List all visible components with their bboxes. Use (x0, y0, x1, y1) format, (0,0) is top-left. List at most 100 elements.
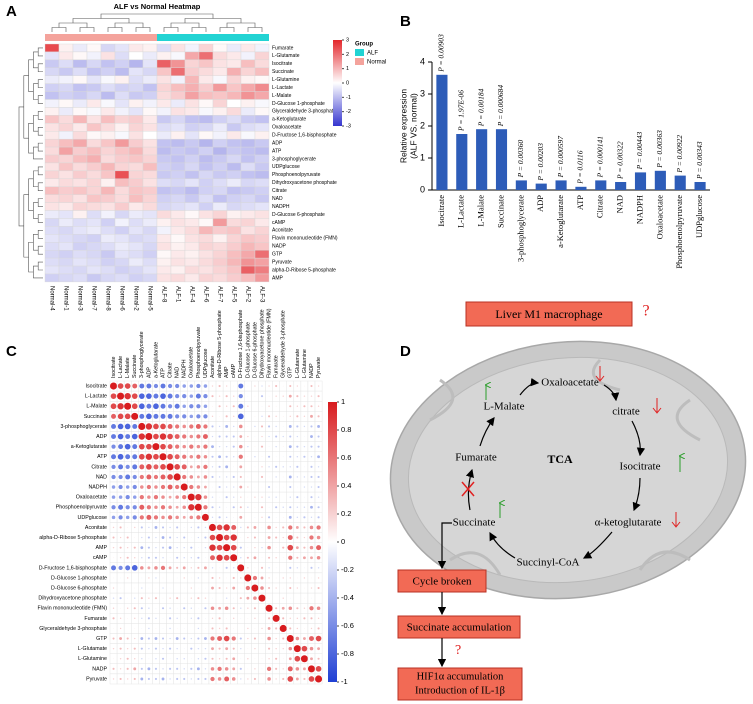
corr-circle (233, 415, 235, 418)
corr-circle (133, 667, 137, 671)
heat-cell (72, 146, 88, 156)
heat-cell (114, 257, 130, 267)
corr-circle (132, 515, 137, 520)
heat-cell (72, 43, 88, 53)
corr-circle (296, 456, 299, 458)
heat-cell (156, 194, 172, 203)
corr-circle (275, 678, 277, 680)
corr-circle (126, 556, 129, 559)
corr-circle (167, 444, 173, 450)
bar (535, 183, 547, 190)
heat-cell (128, 170, 144, 180)
row-label: UDPglucose (272, 164, 300, 170)
heat-cell (100, 210, 116, 219)
row-label: L-Lactate (272, 85, 293, 91)
corr-circle (146, 514, 152, 520)
heat-cell (86, 154, 102, 164)
corr-circle (145, 453, 153, 460)
corr-circle (303, 536, 306, 539)
corr-circle (310, 505, 313, 509)
heat-cell (128, 186, 144, 195)
corr-circle (203, 475, 208, 479)
x-tick-label: Citrate (595, 195, 605, 218)
corr-circle (140, 597, 143, 600)
heat-cell (240, 242, 256, 251)
corr-circle (161, 495, 165, 499)
dendrogram (51, 27, 67, 32)
heat-cell (184, 115, 200, 124)
heat-cell (58, 99, 74, 108)
corr-circle (225, 476, 228, 478)
heat-cell (254, 226, 270, 235)
heat-cell (184, 194, 200, 203)
corr-circle (160, 474, 166, 480)
corr-circle (196, 434, 201, 439)
corr-circle (117, 392, 125, 400)
corr-circle (254, 506, 256, 508)
heat-cell (212, 226, 228, 235)
heat-cell (212, 107, 228, 116)
corr-circle (154, 677, 158, 681)
corr-circle (223, 544, 231, 552)
corr-circle (240, 526, 242, 529)
heat-cell (254, 99, 270, 108)
heat-cell (44, 234, 60, 243)
corr-circle (295, 636, 300, 641)
dendrogram (170, 22, 200, 28)
corr-cell (279, 401, 287, 412)
corr-cell (215, 592, 224, 604)
corr-circle (211, 506, 214, 509)
corr-circle (126, 678, 129, 680)
row-label: Pyruvate (272, 259, 292, 265)
heat-cell (44, 265, 60, 275)
corr-circle (167, 393, 173, 399)
corr-circle (218, 425, 221, 428)
corr-circle (167, 474, 173, 480)
corr-circle (117, 423, 124, 430)
column-label: alpha-D-Ribose 5-phosphate (217, 310, 223, 378)
metabolite: Oxaloacetate (541, 377, 599, 389)
corr-circle (111, 565, 117, 571)
p-value-label: P = 0.0116 (576, 150, 585, 185)
heat-cell (128, 273, 144, 283)
row-label: a-Ketoglutarate (272, 117, 306, 123)
row-label: Dihydroxyacetone phosphate (38, 596, 107, 602)
corr-circle (118, 464, 124, 470)
corr-circle (261, 516, 263, 519)
bar (575, 186, 587, 190)
corr-circle (167, 404, 173, 409)
corr-circle (260, 506, 264, 509)
corr-circle (161, 536, 165, 539)
corr-circle (282, 426, 284, 427)
heat-cell (142, 218, 158, 227)
heat-cell (212, 138, 228, 148)
corr-circle (147, 677, 150, 681)
heat-cell (184, 146, 200, 156)
corr-circle (169, 678, 171, 680)
corr-circle (310, 587, 313, 589)
heat-cell (100, 202, 116, 211)
corr-circle (219, 567, 220, 569)
corr-circle (225, 405, 228, 407)
corr-circle (275, 657, 278, 660)
group-cell (241, 34, 255, 41)
corr-circle (204, 637, 207, 640)
corr-circle (218, 627, 221, 630)
heat-cell (198, 59, 214, 68)
corr-circle (275, 384, 278, 388)
corr-circle (268, 597, 270, 599)
corr-circle (161, 526, 165, 529)
heat-cell (198, 249, 214, 259)
heat-cell (142, 242, 158, 251)
heat-cell (44, 170, 60, 180)
corr-cell (244, 512, 252, 523)
legend-title: Group (355, 42, 373, 48)
corr-circle (317, 405, 320, 407)
corr-circle (147, 566, 151, 570)
corr-circle (183, 668, 185, 670)
corr-circle (223, 554, 230, 561)
corr-circle (223, 524, 230, 531)
row-label: Flavin mononucleotide (FMN) (38, 606, 108, 612)
corr-circle (288, 657, 292, 661)
